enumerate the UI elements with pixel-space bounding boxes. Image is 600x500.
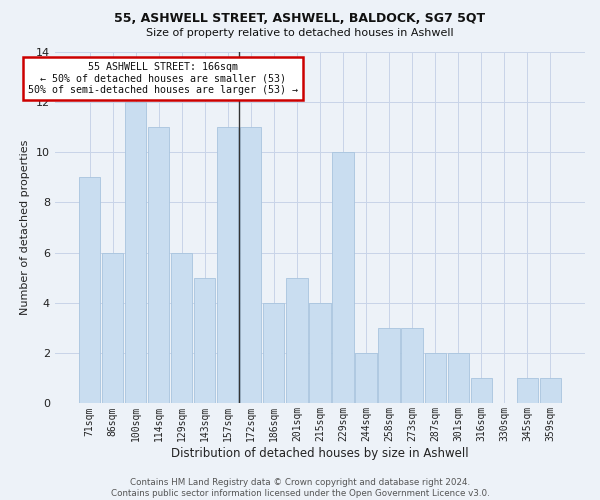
Bar — [102, 252, 123, 404]
Bar — [425, 353, 446, 404]
Y-axis label: Number of detached properties: Number of detached properties — [20, 140, 31, 315]
Bar — [217, 127, 238, 404]
Bar — [401, 328, 422, 404]
Bar — [194, 278, 215, 404]
Bar — [379, 328, 400, 404]
Bar — [240, 127, 262, 404]
Bar — [540, 378, 561, 404]
Bar — [448, 353, 469, 404]
Bar — [171, 252, 193, 404]
Bar — [148, 127, 169, 404]
Text: 55, ASHWELL STREET, ASHWELL, BALDOCK, SG7 5QT: 55, ASHWELL STREET, ASHWELL, BALDOCK, SG… — [115, 12, 485, 26]
X-axis label: Distribution of detached houses by size in Ashwell: Distribution of detached houses by size … — [171, 447, 469, 460]
Bar — [355, 353, 377, 404]
Bar — [470, 378, 492, 404]
Bar — [310, 303, 331, 404]
Bar — [517, 378, 538, 404]
Bar — [332, 152, 353, 404]
Text: Contains HM Land Registry data © Crown copyright and database right 2024.
Contai: Contains HM Land Registry data © Crown c… — [110, 478, 490, 498]
Bar — [125, 102, 146, 404]
Text: Size of property relative to detached houses in Ashwell: Size of property relative to detached ho… — [146, 28, 454, 38]
Text: 55 ASHWELL STREET: 166sqm
← 50% of detached houses are smaller (53)
50% of semi-: 55 ASHWELL STREET: 166sqm ← 50% of detac… — [28, 62, 298, 95]
Bar — [79, 177, 100, 404]
Bar — [263, 303, 284, 404]
Bar — [286, 278, 308, 404]
